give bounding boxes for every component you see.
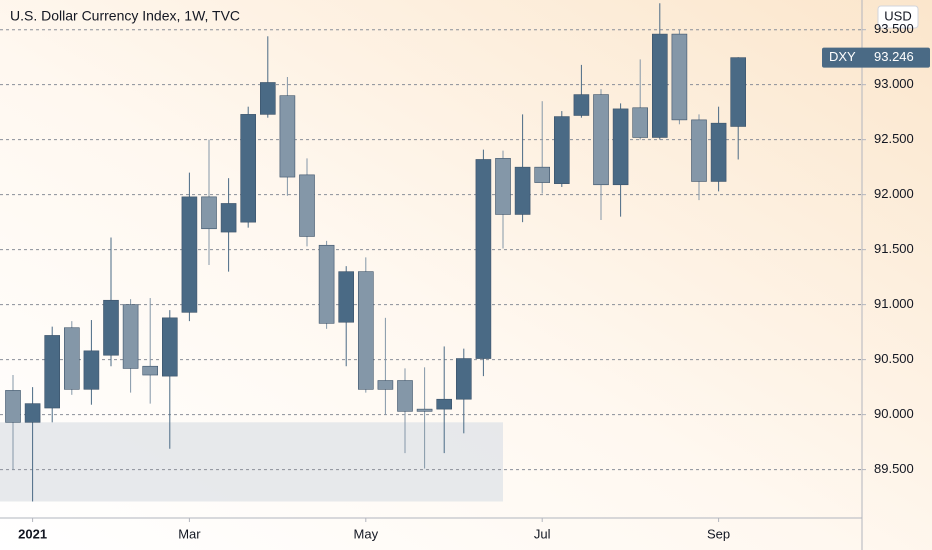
candle-body [397,380,413,412]
y-tick-label: 91.000 [874,296,914,311]
y-tick-label: 90.500 [874,351,914,366]
y-tick-label: 89.500 [874,461,914,476]
highlight-zone [0,422,503,502]
x-tick-label: Sep [707,526,730,541]
candle-body [259,82,276,115]
currency-label: USD [884,8,911,23]
candle-body [495,158,511,215]
candle-body [103,299,119,356]
x-tick-label: Mar [178,526,201,541]
last-price-name: DXY [829,49,856,64]
candle-body [181,196,198,313]
y-tick-label: 92.000 [874,186,914,201]
candle-body [691,119,707,182]
candle-body [142,365,158,376]
candle-body [357,271,374,390]
candle-body [730,57,747,127]
y-tick-label: 93.500 [874,21,914,36]
y-tick-label: 93.000 [874,76,914,91]
candle-body [338,271,355,323]
candle-body [651,33,668,138]
candle-body [455,358,472,400]
candle-body [593,94,609,186]
last-price-value: 93.246 [874,49,914,64]
chart-title: U.S. Dollar Currency Index, 1W, TVC [10,8,240,24]
candle-body [299,174,315,237]
candle-body [671,33,688,121]
candle-body [710,122,727,182]
x-tick-label: May [354,526,379,541]
candle-body [514,166,531,215]
candle-body [279,95,296,178]
candle-body [318,244,335,324]
candle-body [534,166,551,183]
candle-body [475,159,492,359]
candle-body [5,390,21,423]
candle-body [632,107,649,138]
candle-body [83,350,100,390]
last-price-box [822,47,930,68]
y-tick-label: 91.500 [874,241,914,256]
candle-body [377,380,394,390]
candle-body [240,114,256,223]
x-tick-label: 2021 [18,526,47,541]
x-tick-label: Jul [534,526,551,541]
currency-box [877,5,919,29]
y-tick-label: 90.000 [874,406,914,421]
candle-body [201,196,217,230]
candle-body [416,408,433,412]
candle-body [24,403,41,423]
candle-body [220,203,237,233]
candle-body [553,116,570,184]
candle-body [64,327,80,390]
candle-body [436,398,453,410]
candle-body [573,94,590,116]
plot-area [0,3,862,502]
candle-body [162,317,178,377]
candle-body [122,304,139,369]
candle-body [44,335,61,409]
y-tick-label: 92.500 [874,131,914,146]
candle-body [612,108,629,186]
